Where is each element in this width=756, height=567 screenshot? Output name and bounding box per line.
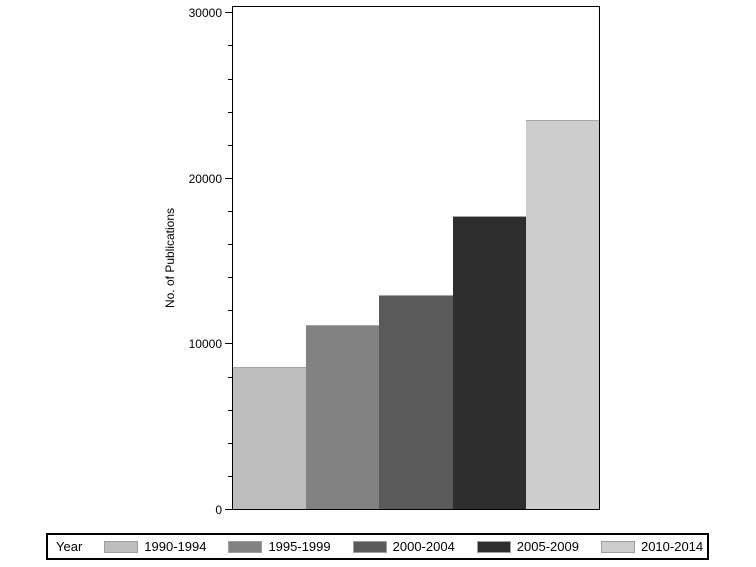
bar-2005-2009 bbox=[452, 216, 526, 509]
legend: Year 1990-1994 1995-1999 2000-2004 2005-200… bbox=[46, 533, 709, 560]
legend-label: 1990-1994 bbox=[144, 539, 207, 554]
legend-label: 2010-2014 bbox=[640, 539, 704, 554]
y-minor-tick-6000 bbox=[228, 409, 232, 411]
legend-swatch-2005-2009 bbox=[476, 540, 511, 553]
y-minor-tick-22000 bbox=[228, 144, 232, 146]
legend-entry-2005-2009: 2005-2009 bbox=[476, 539, 579, 554]
legend-entry-2000-2004: 2000-2004 bbox=[352, 539, 455, 554]
legend-swatch-1990-1994 bbox=[104, 540, 139, 553]
bar-1995-1999 bbox=[306, 325, 380, 509]
y-minor-tick-16000 bbox=[228, 244, 232, 246]
y-tick-label-10000: 10000 bbox=[188, 337, 222, 352]
y-minor-tick-26000 bbox=[228, 78, 232, 80]
y-minor-tick-4000 bbox=[228, 442, 232, 444]
legend-label: 2000-2004 bbox=[392, 539, 455, 554]
legend-entry-1990-1994: 1990-1994 bbox=[104, 539, 206, 554]
y-major-tick-0 bbox=[225, 509, 232, 510]
y-tick-label-30000: 30000 bbox=[188, 6, 222, 21]
legend-swatch-2000-2004 bbox=[352, 540, 387, 553]
legend-swatch-2010-2014 bbox=[600, 540, 635, 553]
legend-entry-2010-2014: 2010-2014 bbox=[600, 539, 704, 554]
y-major-tick-20000 bbox=[225, 177, 232, 179]
legend-swatch-1995-1999 bbox=[228, 540, 263, 553]
y-minor-tick-24000 bbox=[228, 111, 232, 113]
y-minor-tick-14000 bbox=[228, 277, 232, 279]
y-minor-tick-12000 bbox=[228, 310, 232, 312]
y-minor-tick-8000 bbox=[228, 376, 232, 378]
y-axis-tick-labels: 0 10000 20000 30000 bbox=[0, 6, 222, 517]
bar-2010-2014 bbox=[525, 120, 599, 509]
y-minor-tick-2000 bbox=[228, 475, 232, 477]
legend-title: Year bbox=[56, 539, 83, 554]
bar-1990-1994 bbox=[233, 367, 307, 509]
y-axis-ticks bbox=[225, 6, 232, 510]
legend-label: 1995-1999 bbox=[268, 539, 331, 554]
y-minor-tick-18000 bbox=[228, 210, 232, 212]
legend-label: 2005-2009 bbox=[516, 539, 579, 554]
legend-entry-1995-1999: 1995-1999 bbox=[228, 539, 331, 554]
plot-area bbox=[232, 6, 600, 510]
y-tick-label-20000: 20000 bbox=[188, 171, 222, 186]
y-major-tick-30000 bbox=[225, 12, 232, 14]
y-minor-tick-28000 bbox=[228, 45, 232, 47]
y-major-tick-10000 bbox=[225, 343, 232, 345]
bar-2000-2004 bbox=[379, 295, 453, 509]
y-tick-label-0: 0 bbox=[215, 503, 222, 517]
